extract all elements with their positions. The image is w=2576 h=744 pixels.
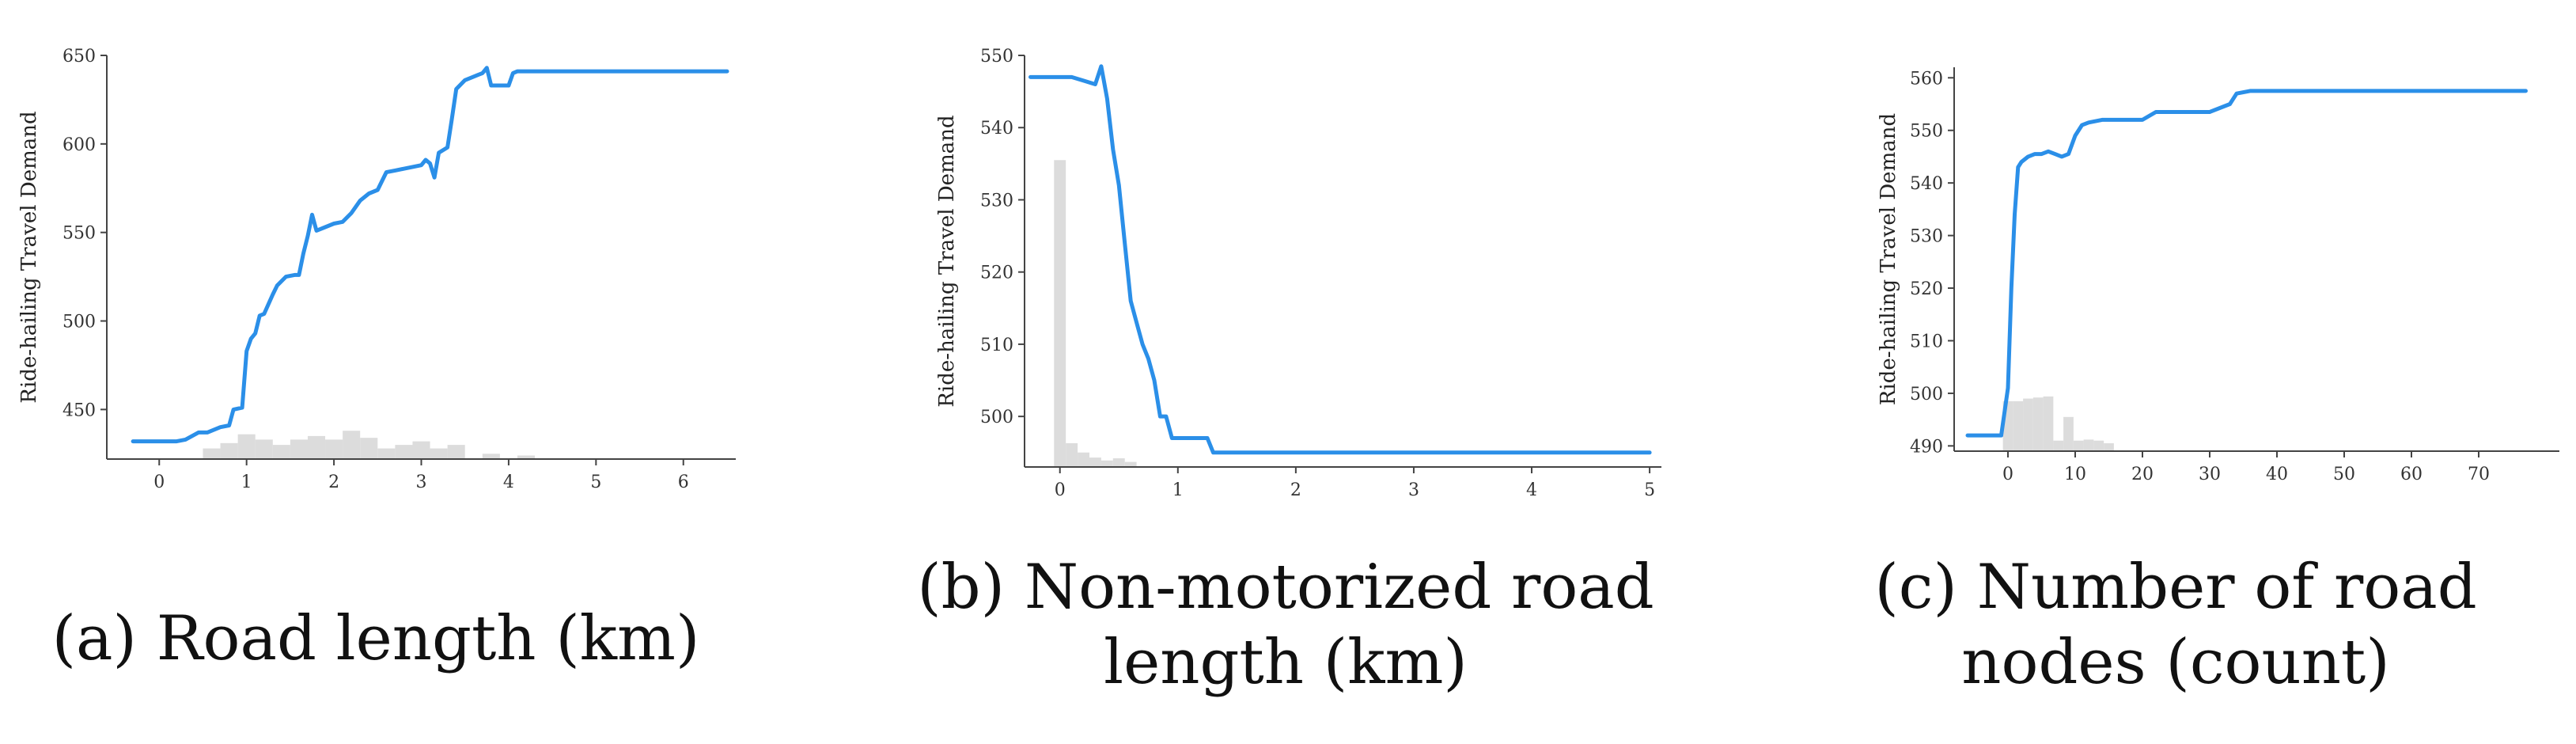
histogram-bar xyxy=(360,438,378,459)
x-tick-label: 50 xyxy=(2333,465,2355,484)
y-tick-label: 490 xyxy=(1910,437,1943,457)
y-tick-label: 560 xyxy=(1910,69,1943,89)
caption-b: (b) Non-motorized road length (km) xyxy=(910,550,1661,700)
histogram-bar xyxy=(255,439,273,459)
histogram-bar xyxy=(1124,461,1137,467)
caption-c-line1: (c) Number of road xyxy=(1874,552,2477,623)
x-tick-label: 4 xyxy=(503,473,514,492)
histogram-bar xyxy=(1100,460,1113,467)
y-tick-label: 530 xyxy=(1910,227,1943,247)
y-tick-label: 550 xyxy=(1910,122,1943,142)
histogram-bar xyxy=(395,445,413,459)
y-axis-label: Ride-hailing Travel Demand xyxy=(935,115,959,407)
histogram-bar xyxy=(2083,439,2094,451)
y-tick-label: 540 xyxy=(980,119,1013,139)
y-tick-label: 650 xyxy=(63,47,96,66)
caption-b-line2: length (km) xyxy=(1104,627,1468,699)
y-tick-label: 530 xyxy=(980,191,1013,211)
x-tick-label: 10 xyxy=(2064,465,2086,484)
series-line xyxy=(1965,89,2528,438)
histogram-bar xyxy=(2032,397,2044,451)
chart-a: 0 1 2 3 4 5 6 450 500 550 600 650 Ride-hailing Trave… xyxy=(17,47,736,492)
series-line xyxy=(131,66,729,444)
x-tick-label: 1 xyxy=(1172,480,1184,500)
caption-a-text: (a) Road length (km) xyxy=(51,603,700,674)
x-tick-label: 60 xyxy=(2400,465,2423,484)
histogram-bar xyxy=(220,442,238,459)
histogram-bar xyxy=(343,431,361,459)
histogram-bar xyxy=(2023,398,2033,451)
histogram-bar xyxy=(447,445,465,459)
histogram-bar xyxy=(377,448,396,459)
histogram-bar xyxy=(412,441,430,459)
y-tick-label: 540 xyxy=(1910,174,1943,194)
x-tick-label: 2 xyxy=(1290,480,1301,500)
caption-b-line1: (b) Non-motorized road xyxy=(917,552,1654,623)
y-tick-label: 510 xyxy=(980,336,1013,355)
histogram-bar xyxy=(307,435,326,459)
x-tick-label: 30 xyxy=(2199,465,2221,484)
x-tick-label: 20 xyxy=(2131,465,2154,484)
caption-c: (c) Number of road nodes (count) xyxy=(1851,550,2500,700)
histogram-bar xyxy=(2043,396,2054,451)
y-tick-label: 550 xyxy=(980,47,1013,66)
y-tick-label: 600 xyxy=(63,135,96,155)
histogram-bar xyxy=(2053,440,2064,451)
histogram-bar xyxy=(2013,400,2024,451)
x-tick-label: 40 xyxy=(2266,465,2288,484)
x-tick-label: 4 xyxy=(1526,480,1537,500)
histogram-bar xyxy=(2093,440,2104,451)
histogram-bar xyxy=(2104,443,2114,451)
y-tick-label: 520 xyxy=(1910,279,1943,299)
x-tick-label: 3 xyxy=(416,473,427,492)
histogram-bar xyxy=(2073,440,2084,451)
histogram-bar xyxy=(1112,458,1125,467)
x-tick-label: 3 xyxy=(1408,480,1419,500)
histogram-bar xyxy=(237,434,256,459)
x-tick-label: 5 xyxy=(1644,480,1655,500)
y-tick-label: 500 xyxy=(980,408,1013,427)
caption-c-line2: nodes (count) xyxy=(1961,627,2390,699)
y-tick-label: 450 xyxy=(63,400,96,420)
y-tick-label: 500 xyxy=(1910,385,1943,404)
histogram-bar xyxy=(430,448,448,459)
histogram-bar xyxy=(325,439,343,459)
caption-a: (a) Road length (km) xyxy=(47,602,704,677)
histogram-bar xyxy=(517,455,536,459)
histogram-bar xyxy=(1078,452,1089,467)
x-tick-label: 6 xyxy=(678,473,689,492)
histogram-bar xyxy=(203,448,221,459)
x-tick-label: 70 xyxy=(2468,465,2490,484)
chart-b: 0 1 2 3 4 5 500 510 520 530 540 550 Ride-hailing Tra… xyxy=(935,47,1661,500)
x-tick-label: 0 xyxy=(1055,480,1066,500)
series-line xyxy=(1029,64,1652,455)
histogram-bar xyxy=(2063,416,2074,451)
x-tick-label: 1 xyxy=(241,473,252,492)
y-tick-label: 500 xyxy=(63,313,96,332)
histogram-bar xyxy=(1066,442,1078,467)
histogram-bar xyxy=(290,439,308,459)
x-tick-label: 0 xyxy=(153,473,165,492)
x-tick-label: 5 xyxy=(590,473,601,492)
y-tick-label: 510 xyxy=(1910,332,1943,351)
x-tick-label: 0 xyxy=(2002,465,2013,484)
histogram-bar xyxy=(482,454,500,459)
chart-c: 0 10 20 30 40 50 60 70 490 500 510 520 530 540 550 560 R… xyxy=(1877,67,2559,484)
y-tick-label: 550 xyxy=(63,224,96,244)
y-axis-label: Ride-hailing Travel Demand xyxy=(17,111,41,403)
x-tick-label: 2 xyxy=(328,473,339,492)
histogram-bar xyxy=(272,445,290,459)
histogram-bar xyxy=(1089,457,1101,467)
y-axis-label: Ride-hailing Travel Demand xyxy=(1877,113,1900,405)
histogram-bar xyxy=(1054,160,1066,467)
y-tick-label: 520 xyxy=(980,264,1013,283)
